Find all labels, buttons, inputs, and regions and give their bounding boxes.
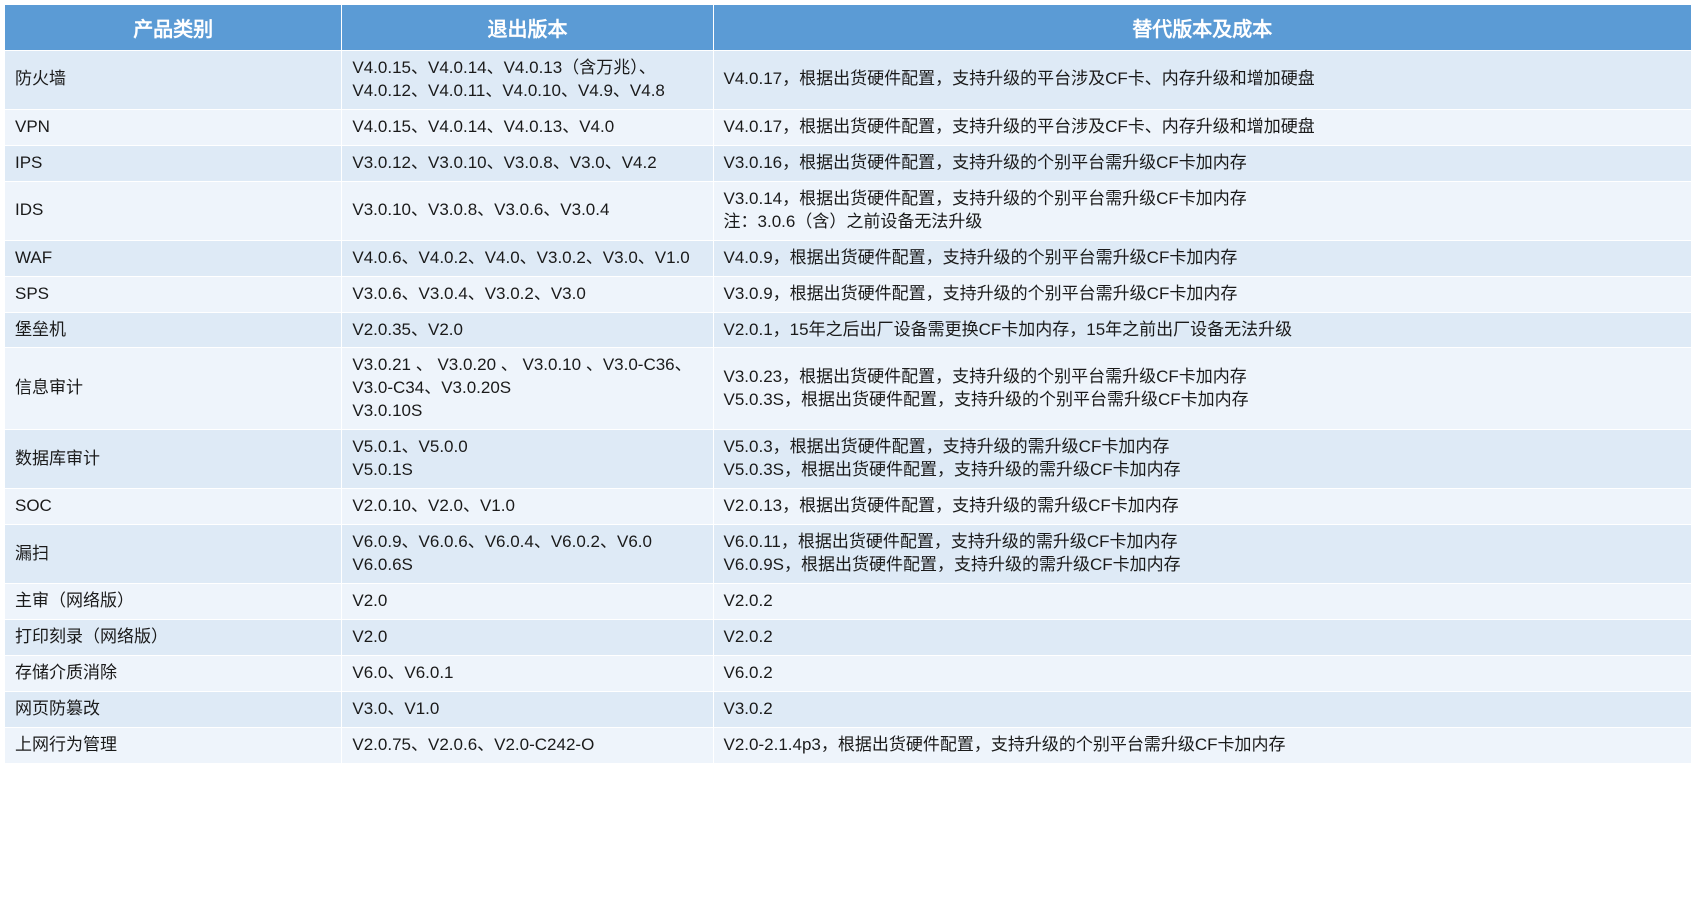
table-row: IPSV3.0.12、V3.0.10、V3.0.8、V3.0、V4.2V3.0.… (5, 145, 1692, 181)
cell-retired: V3.0.10、V3.0.8、V3.0.6、V3.0.4 (342, 181, 713, 240)
cell-product: 存储介质消除 (5, 655, 342, 691)
cell-product: 网页防篡改 (5, 691, 342, 727)
table-row: 漏扫V6.0.9、V6.0.6、V6.0.4、V6.0.2、V6.0V6.0.6… (5, 525, 1692, 584)
cell-retired: V4.0.6、V4.0.2、V4.0、V3.0.2、V3.0、V1.0 (342, 240, 713, 276)
cell-replacement: V3.0.23，根据出货硬件配置，支持升级的个别平台需升级CF卡加内存V5.0.… (713, 348, 1691, 430)
cell-replacement: V2.0.2 (713, 583, 1691, 619)
col-header-replacement: 替代版本及成本 (713, 5, 1691, 51)
cell-replacement: V5.0.3，根据出货硬件配置，支持升级的需升级CF卡加内存V5.0.3S，根据… (713, 430, 1691, 489)
table-row: 数据库审计V5.0.1、V5.0.0V5.0.1SV5.0.3，根据出货硬件配置… (5, 430, 1692, 489)
cell-product: 主审（网络版） (5, 583, 342, 619)
cell-retired: V2.0 (342, 583, 713, 619)
table-row: 上网行为管理V2.0.75、V2.0.6、V2.0-C242-OV2.0-2.1… (5, 727, 1692, 763)
cell-retired: V3.0、V1.0 (342, 691, 713, 727)
cell-retired: V6.0.9、V6.0.6、V6.0.4、V6.0.2、V6.0V6.0.6S (342, 525, 713, 584)
cell-product: WAF (5, 240, 342, 276)
cell-replacement: V2.0.13，根据出货硬件配置，支持升级的需升级CF卡加内存 (713, 489, 1691, 525)
cell-retired: V2.0.75、V2.0.6、V2.0-C242-O (342, 727, 713, 763)
col-header-retired: 退出版本 (342, 5, 713, 51)
cell-product: 漏扫 (5, 525, 342, 584)
cell-product: SPS (5, 276, 342, 312)
table-row: SOCV2.0.10、V2.0、V1.0V2.0.13，根据出货硬件配置，支持升… (5, 489, 1692, 525)
cell-retired: V4.0.15、V4.0.14、V4.0.13、V4.0 (342, 109, 713, 145)
table-row: 打印刻录（网络版）V2.0V2.0.2 (5, 619, 1692, 655)
cell-product: 上网行为管理 (5, 727, 342, 763)
cell-replacement: V2.0-2.1.4p3，根据出货硬件配置，支持升级的个别平台需升级CF卡加内存 (713, 727, 1691, 763)
table-row: 信息审计V3.0.21 、 V3.0.20 、 V3.0.10 、V3.0-C3… (5, 348, 1692, 430)
table-row: 防火墙V4.0.15、V4.0.14、V4.0.13（含万兆）、V4.0.12、… (5, 51, 1692, 110)
table-row: 存储介质消除V6.0、V6.0.1V6.0.2 (5, 655, 1692, 691)
cell-product: SOC (5, 489, 342, 525)
cell-product: 信息审计 (5, 348, 342, 430)
cell-replacement: V3.0.2 (713, 691, 1691, 727)
cell-replacement: V3.0.9，根据出货硬件配置，支持升级的个别平台需升级CF卡加内存 (713, 276, 1691, 312)
cell-product: 防火墙 (5, 51, 342, 110)
cell-replacement: V2.0.1，15年之后出厂设备需更换CF卡加内存，15年之前出厂设备无法升级 (713, 312, 1691, 348)
cell-retired: V3.0.12、V3.0.10、V3.0.8、V3.0、V4.2 (342, 145, 713, 181)
cell-retired: V4.0.15、V4.0.14、V4.0.13（含万兆）、V4.0.12、V4.… (342, 51, 713, 110)
col-header-product: 产品类别 (5, 5, 342, 51)
table-header-row: 产品类别 退出版本 替代版本及成本 (5, 5, 1692, 51)
cell-replacement: V3.0.16，根据出货硬件配置，支持升级的个别平台需升级CF卡加内存 (713, 145, 1691, 181)
cell-replacement: V4.0.17，根据出货硬件配置，支持升级的平台涉及CF卡、内存升级和增加硬盘 (713, 51, 1691, 110)
cell-retired: V3.0.6、V3.0.4、V3.0.2、V3.0 (342, 276, 713, 312)
table-row: IDSV3.0.10、V3.0.8、V3.0.6、V3.0.4V3.0.14，根… (5, 181, 1692, 240)
cell-replacement: V2.0.2 (713, 619, 1691, 655)
cell-retired: V3.0.21 、 V3.0.20 、 V3.0.10 、V3.0-C36、V3… (342, 348, 713, 430)
cell-retired: V2.0 (342, 619, 713, 655)
cell-product: 数据库审计 (5, 430, 342, 489)
cell-retired: V5.0.1、V5.0.0V5.0.1S (342, 430, 713, 489)
cell-replacement: V4.0.9，根据出货硬件配置，支持升级的个别平台需升级CF卡加内存 (713, 240, 1691, 276)
cell-product: IPS (5, 145, 342, 181)
table-row: 堡垒机V2.0.35、V2.0V2.0.1，15年之后出厂设备需更换CF卡加内存… (5, 312, 1692, 348)
cell-replacement: V6.0.2 (713, 655, 1691, 691)
table-row: WAFV4.0.6、V4.0.2、V4.0、V3.0.2、V3.0、V1.0V4… (5, 240, 1692, 276)
cell-replacement: V4.0.17，根据出货硬件配置，支持升级的平台涉及CF卡、内存升级和增加硬盘 (713, 109, 1691, 145)
cell-retired: V2.0.35、V2.0 (342, 312, 713, 348)
table-row: 主审（网络版）V2.0V2.0.2 (5, 583, 1692, 619)
cell-retired: V6.0、V6.0.1 (342, 655, 713, 691)
cell-product: VPN (5, 109, 342, 145)
cell-replacement: V3.0.14，根据出货硬件配置，支持升级的个别平台需升级CF卡加内存注：3.0… (713, 181, 1691, 240)
cell-product: 打印刻录（网络版） (5, 619, 342, 655)
table-row: SPSV3.0.6、V3.0.4、V3.0.2、V3.0V3.0.9，根据出货硬… (5, 276, 1692, 312)
table-row: VPNV4.0.15、V4.0.14、V4.0.13、V4.0V4.0.17，根… (5, 109, 1692, 145)
cell-replacement: V6.0.11，根据出货硬件配置，支持升级的需升级CF卡加内存V6.0.9S，根… (713, 525, 1691, 584)
cell-product: 堡垒机 (5, 312, 342, 348)
version-table: 产品类别 退出版本 替代版本及成本 防火墙V4.0.15、V4.0.14、V4.… (4, 4, 1692, 764)
table-row: 网页防篡改V3.0、V1.0V3.0.2 (5, 691, 1692, 727)
cell-retired: V2.0.10、V2.0、V1.0 (342, 489, 713, 525)
cell-product: IDS (5, 181, 342, 240)
